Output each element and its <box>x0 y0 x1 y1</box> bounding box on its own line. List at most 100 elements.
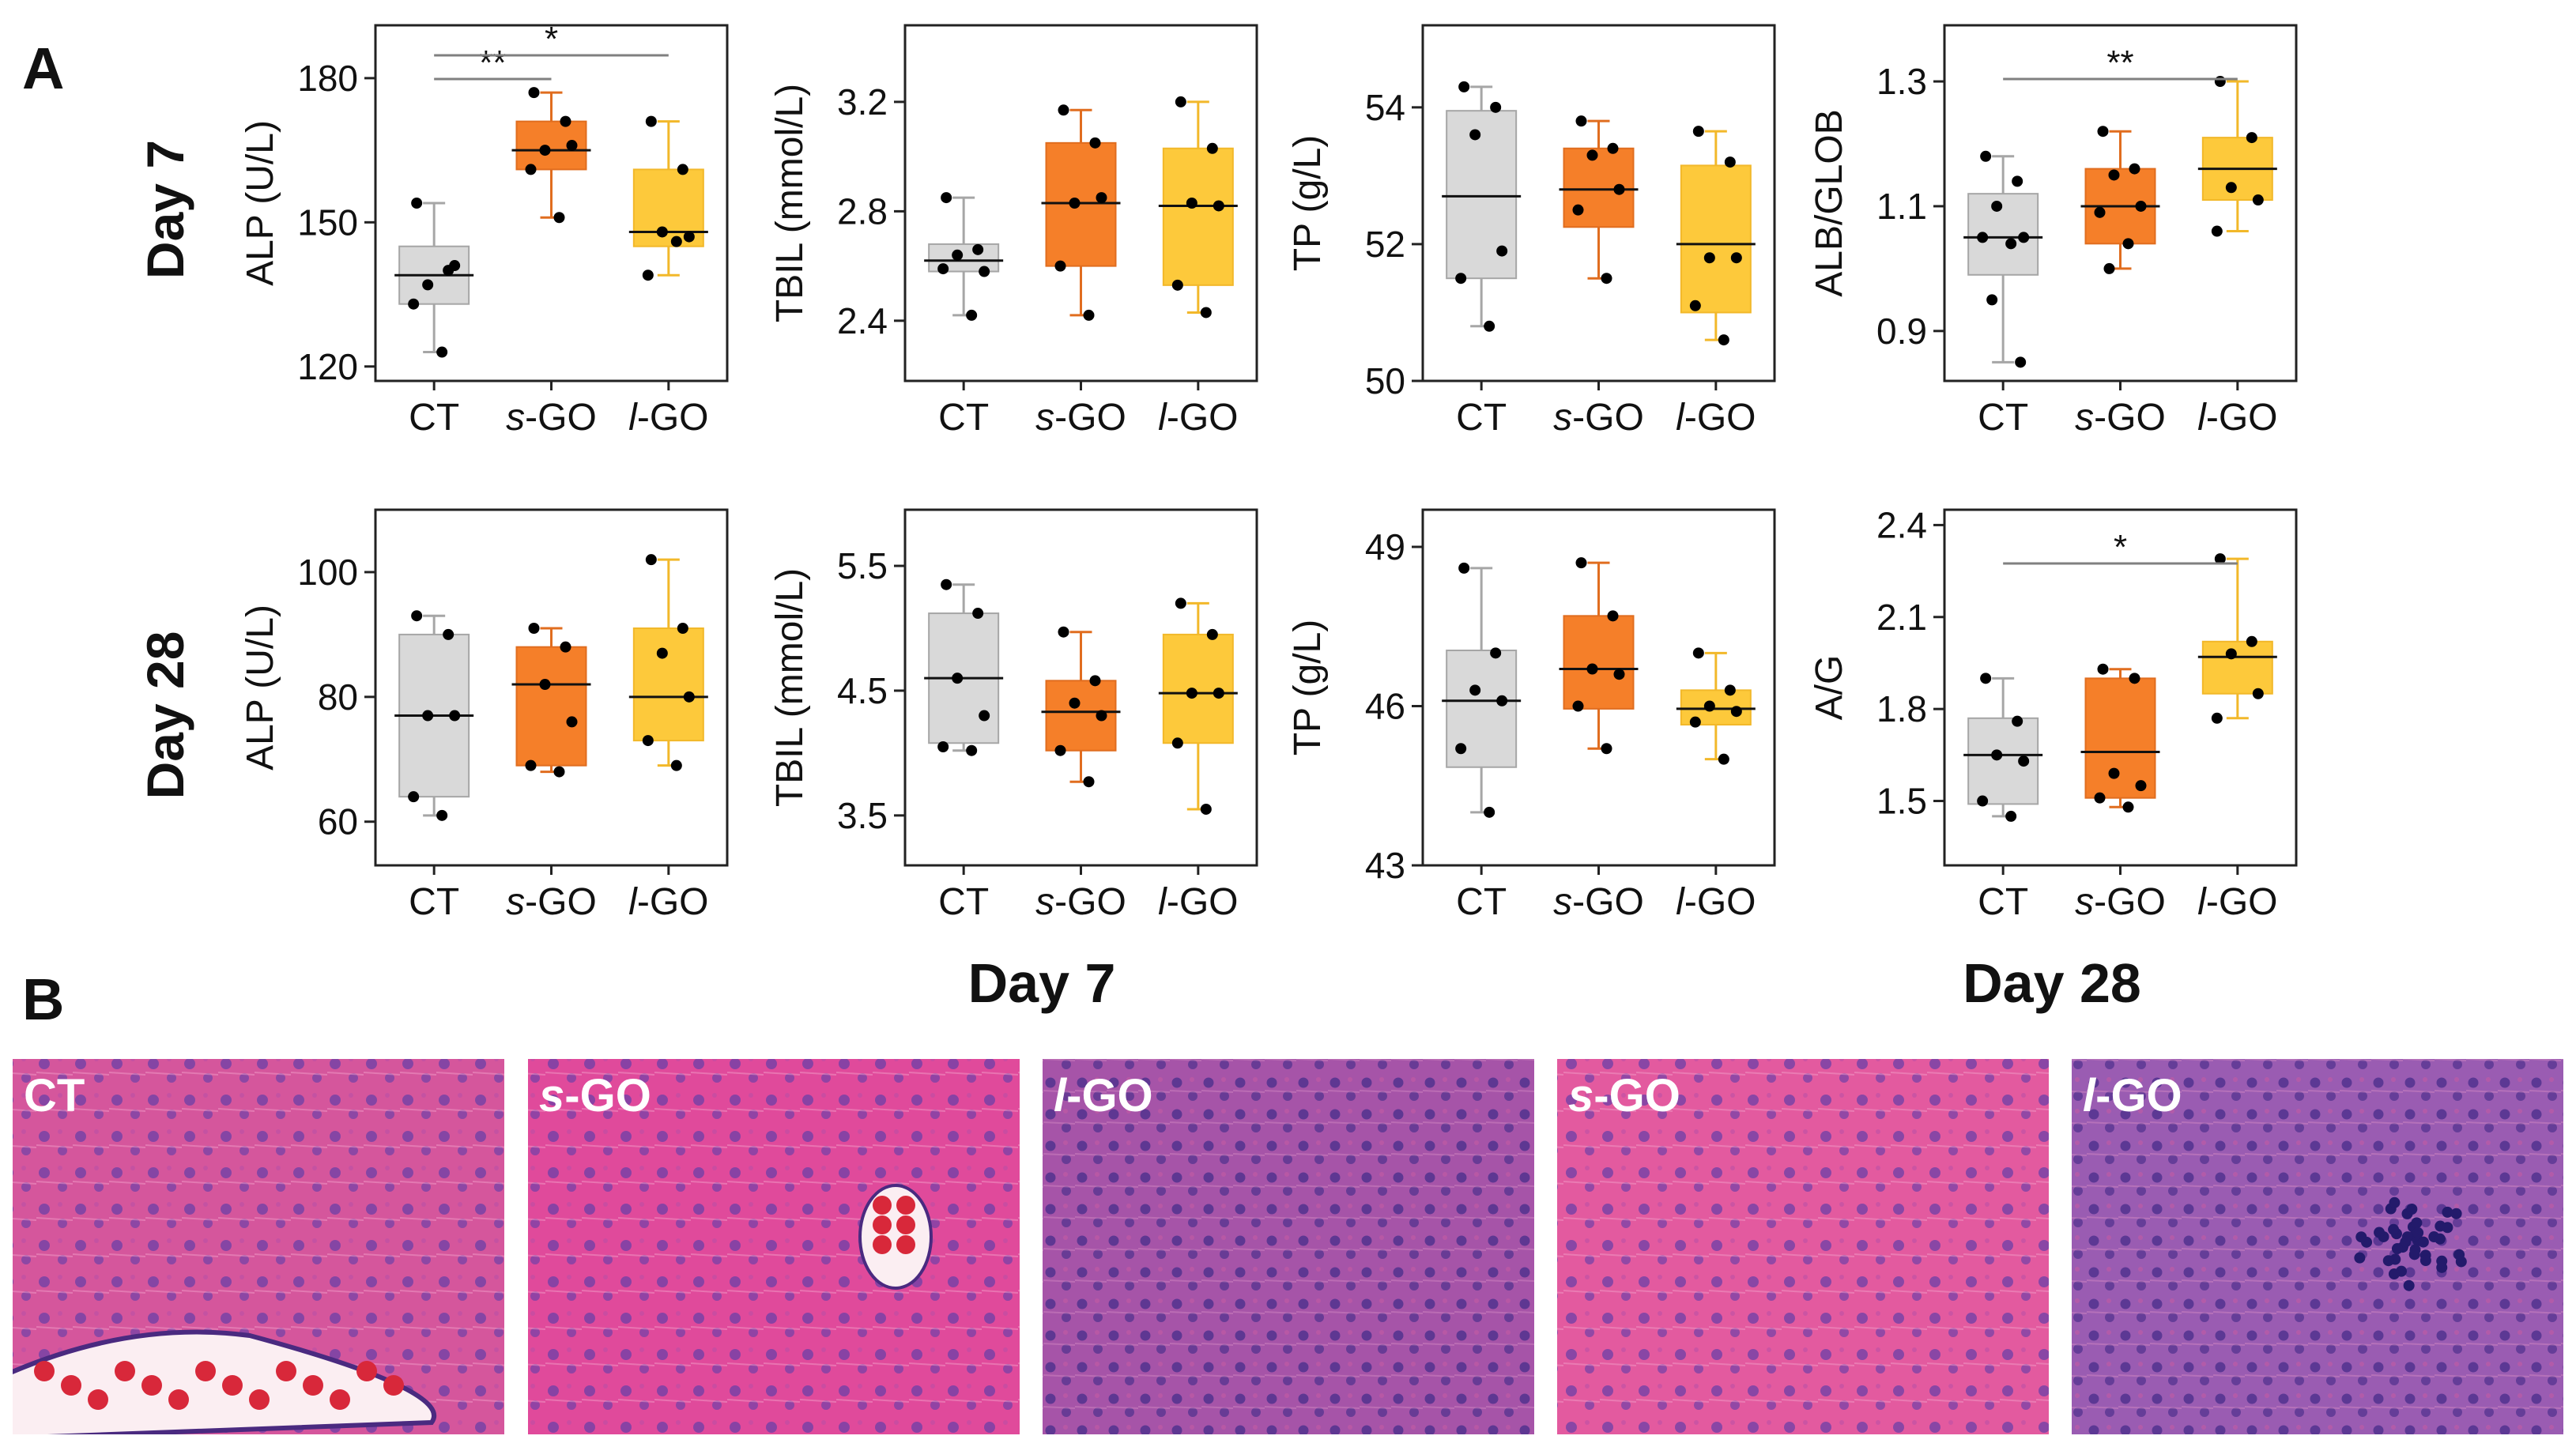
data-point <box>952 249 964 261</box>
inflammatory-cell <box>2389 1196 2401 1208</box>
data-point <box>966 744 978 756</box>
data-point <box>2211 225 2223 237</box>
data-point <box>560 115 571 127</box>
data-point <box>525 164 537 175</box>
data-point <box>1575 115 1587 127</box>
histology-image-2: l-GO <box>1043 1059 1534 1434</box>
data-point <box>1496 245 1508 257</box>
data-point <box>645 554 657 566</box>
y-tick-label: 43 <box>1365 845 1405 886</box>
x-tick-label: s-GO <box>506 881 597 923</box>
inflammatory-cell <box>2403 1279 2415 1291</box>
data-point <box>449 260 461 272</box>
inflammatory-cell <box>2354 1252 2366 1264</box>
data-point <box>1200 307 1212 318</box>
data-point <box>1206 142 1218 154</box>
histology-image-1: s-GO <box>528 1059 1020 1434</box>
histology-day7-title: Day 7 <box>968 952 1116 1014</box>
box-s-GO <box>2084 677 2156 799</box>
data-point <box>1613 183 1625 195</box>
y-tick-label: 180 <box>297 58 358 99</box>
data-point <box>2122 238 2134 250</box>
red-blood-cell <box>195 1361 216 1381</box>
inflammatory-cell <box>2419 1255 2431 1267</box>
series-CT <box>1963 150 2043 368</box>
series-CT <box>394 198 474 358</box>
data-point <box>677 164 688 175</box>
series-l-GO <box>2197 76 2277 237</box>
y-axis-label: A/G <box>1808 655 1850 721</box>
series-l-GO <box>628 554 708 771</box>
data-point <box>2225 648 2237 660</box>
data-point <box>1730 706 1742 718</box>
x-tick-label: s-GO <box>1035 397 1126 439</box>
data-point <box>1213 688 1224 699</box>
inflammatory-cell <box>2408 1249 2420 1260</box>
data-point <box>2122 801 2134 813</box>
y-tick-label: 52 <box>1365 224 1405 265</box>
red-blood-cell <box>141 1375 162 1396</box>
y-tick-label: 80 <box>318 676 358 718</box>
series-l-GO <box>1158 96 1238 318</box>
data-point <box>2246 635 2257 647</box>
data-point <box>2252 194 2264 206</box>
x-tick-label: l-GO <box>1158 397 1238 439</box>
data-point <box>937 263 949 275</box>
box-plot-5: 3.5 4.5 5.5 TBIL (mmol/L) CT s-GO l-GO <box>769 508 1258 923</box>
data-point <box>1458 562 1470 574</box>
histology-images-group: CT s-GO l-GO s-GO l-GO <box>13 1059 2563 1434</box>
data-point <box>1484 806 1495 818</box>
data-point <box>1175 96 1186 107</box>
data-point <box>1484 320 1495 332</box>
x-tick-label: CT <box>1978 881 2028 923</box>
data-point <box>528 623 540 634</box>
x-tick-label: CT <box>1978 397 2028 439</box>
data-point <box>1724 684 1736 696</box>
series-l-GO <box>1676 647 1756 765</box>
series-CT <box>1442 81 1522 332</box>
series-CT <box>1963 673 2043 822</box>
red-blood-cell <box>249 1389 270 1410</box>
blood-vessel <box>858 1184 933 1290</box>
data-point <box>1607 610 1619 622</box>
tissue-cells <box>1043 1059 1534 1434</box>
box-plot-4: 60 80 100 ALP (U/L) CT s-GO l-GO <box>239 508 729 923</box>
data-point <box>1692 126 1704 138</box>
data-point <box>560 641 571 653</box>
data-point <box>1186 688 1197 699</box>
panel-b-label: B <box>22 967 64 1032</box>
inflammatory-cell <box>2442 1206 2453 1218</box>
tile-content <box>13 1059 504 1434</box>
red-blood-cell <box>873 1235 892 1254</box>
y-tick-label: 54 <box>1365 87 1405 128</box>
data-point <box>1980 150 1992 162</box>
box-l-GO <box>1162 633 1234 744</box>
y-tick-label: 2.4 <box>837 300 888 341</box>
data-point <box>941 192 952 204</box>
box-s-GO <box>1045 141 1117 267</box>
histology-label: CT <box>24 1070 85 1121</box>
data-point <box>670 236 682 247</box>
inflammatory-cell <box>2355 1231 2367 1243</box>
data-point <box>2108 767 2120 779</box>
data-point <box>2015 356 2027 368</box>
data-point <box>553 212 565 224</box>
data-point <box>1186 198 1197 209</box>
red-blood-cell <box>115 1361 135 1381</box>
data-point <box>411 610 423 622</box>
data-point <box>1730 252 1742 264</box>
inflammatory-cell <box>2400 1236 2412 1248</box>
data-point <box>670 759 682 771</box>
inflammatory-cell <box>2436 1261 2448 1273</box>
data-point <box>972 243 984 255</box>
red-blood-cell <box>873 1196 892 1215</box>
tissue-cells <box>1557 1059 2049 1434</box>
data-point <box>525 759 537 771</box>
series-s-GO <box>511 623 591 778</box>
data-point <box>2225 182 2237 194</box>
data-point <box>972 608 984 620</box>
significance-label: ** <box>479 43 506 82</box>
data-point <box>1069 198 1081 209</box>
data-point <box>1083 309 1095 321</box>
